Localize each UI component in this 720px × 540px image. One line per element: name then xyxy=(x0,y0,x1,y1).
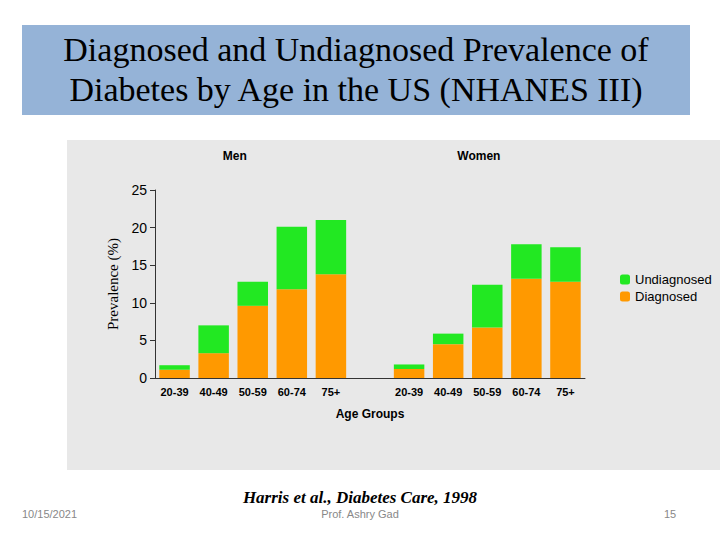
svg-text:Women: Women xyxy=(457,149,500,163)
svg-text:15: 15 xyxy=(131,257,147,273)
svg-text:Prevalence (%): Prevalence (%) xyxy=(105,238,122,330)
svg-text:50-59: 50-59 xyxy=(473,386,501,398)
svg-text:Age Groups: Age Groups xyxy=(336,407,405,421)
svg-text:Men: Men xyxy=(223,149,247,163)
html-text:15: 15 xyxy=(664,508,677,520)
html-text:Diabetes by Age in the US (NHA: Diabetes by Age in the US (NHANES III) xyxy=(69,71,643,108)
svg-text:10: 10 xyxy=(131,295,147,311)
svg-text:20-39: 20-39 xyxy=(395,386,423,398)
svg-text:60-74: 60-74 xyxy=(278,386,307,398)
html-text:Diagnosed and Undiagnosed Prev: Diagnosed and Undiagnosed Prevalence of xyxy=(63,31,649,68)
svg-text:20: 20 xyxy=(131,220,147,236)
svg-text:75+: 75+ xyxy=(556,386,575,398)
svg-text:25: 25 xyxy=(131,182,147,198)
svg-text:0: 0 xyxy=(139,370,147,386)
svg-text:5: 5 xyxy=(139,332,147,348)
svg-text:40-49: 40-49 xyxy=(434,386,462,398)
svg-text:75+: 75+ xyxy=(322,386,341,398)
svg-text:60-74: 60-74 xyxy=(512,386,541,398)
svg-text:50-59: 50-59 xyxy=(239,386,267,398)
svg-text:Undiagnosed: Undiagnosed xyxy=(635,272,712,287)
svg-text:40-49: 40-49 xyxy=(200,386,228,398)
html-text:10/15/2021: 10/15/2021 xyxy=(22,508,78,520)
svg-text:Diagnosed: Diagnosed xyxy=(635,289,697,304)
html-text:Prof. Ashry Gad: Prof. Ashry Gad xyxy=(321,508,399,520)
svg-text:20-39: 20-39 xyxy=(160,386,188,398)
html-text:Harris et al., Diabetes Care,: Harris et al., Diabetes Care, 1998 xyxy=(242,488,478,507)
